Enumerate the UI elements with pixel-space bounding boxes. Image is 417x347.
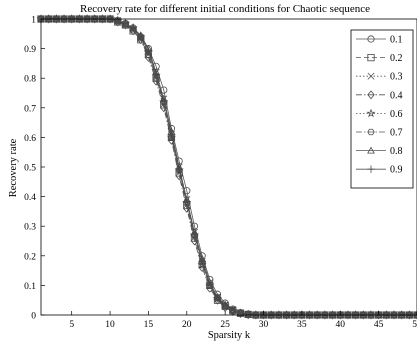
x-tick-label: 30 bbox=[259, 320, 269, 330]
x-axis-label: Sparsity k bbox=[208, 330, 251, 341]
x-tick-label: 10 bbox=[105, 320, 115, 330]
data-point bbox=[175, 171, 183, 181]
x-tick-label: 20 bbox=[182, 320, 192, 330]
data-point bbox=[160, 98, 168, 106]
legend-marker bbox=[366, 108, 376, 118]
y-tick-label: 1 bbox=[31, 16, 36, 26]
data-point bbox=[167, 130, 176, 139]
y-tick-label: 0.9 bbox=[24, 45, 36, 55]
legend-marker bbox=[367, 128, 375, 136]
data-point bbox=[183, 204, 191, 213]
y-axis-label: Recovery rate bbox=[8, 138, 19, 197]
x-axis: 5 10 15 20 25 30 35 40 45 5 bbox=[69, 311, 417, 330]
legend-label: 0.9 bbox=[390, 165, 403, 176]
y-tick-label: 0.7 bbox=[24, 104, 36, 114]
y-tick-label: 0.8 bbox=[24, 75, 36, 85]
y-tick-label: 0.3 bbox=[24, 223, 36, 233]
y-tick-label: 0.2 bbox=[24, 252, 36, 262]
y-tick-label: 0.4 bbox=[24, 193, 36, 203]
data-point bbox=[121, 19, 130, 28]
data-point bbox=[244, 310, 252, 319]
data-point bbox=[236, 309, 245, 317]
data-point bbox=[221, 302, 229, 310]
legend-marker bbox=[367, 146, 375, 154]
data-point bbox=[160, 86, 168, 94]
y-axis: 0 0.1 0.2 0.3 0.4 0.5 0.6 0.7 0.8 0.9 1 bbox=[24, 16, 45, 322]
legend-label: 0.7 bbox=[390, 128, 403, 139]
y-tick-label: 0.1 bbox=[24, 282, 36, 292]
data-point bbox=[121, 21, 130, 29]
legend-marker bbox=[367, 90, 375, 100]
chart-title: Recovery rate for different initial cond… bbox=[80, 3, 370, 15]
x-tick-label: 35 bbox=[297, 320, 307, 330]
data-point bbox=[206, 281, 214, 290]
legend-box bbox=[350, 29, 414, 189]
data-point bbox=[213, 295, 222, 303]
data-point bbox=[114, 16, 122, 25]
legend-marker bbox=[367, 165, 375, 173]
legend-marker bbox=[367, 72, 375, 80]
legend-label: 0.3 bbox=[390, 72, 403, 83]
x-tick-label: 40 bbox=[336, 320, 346, 330]
legend-marker bbox=[367, 54, 375, 62]
legend-label: 0.2 bbox=[390, 53, 403, 64]
y-tick-label: 0 bbox=[31, 312, 36, 322]
data-point bbox=[129, 26, 137, 33]
x-tick-label: 5 bbox=[69, 320, 74, 330]
x-tick-label: 15 bbox=[144, 320, 154, 330]
data-point bbox=[198, 258, 206, 266]
y-tick-label: 0.6 bbox=[24, 134, 36, 144]
y-tick-label: 0.5 bbox=[24, 164, 36, 174]
data-point bbox=[152, 71, 160, 79]
data-point bbox=[137, 33, 145, 41]
data-point bbox=[175, 166, 183, 174]
legend-marker bbox=[367, 35, 375, 43]
legend: 0.1 0.2 0.3 0.4 0.6 0.7 0.8 0.9 bbox=[350, 29, 414, 189]
legend-label: 0.4 bbox=[390, 90, 403, 101]
x-tick-label: 25 bbox=[220, 320, 230, 330]
data-point bbox=[160, 103, 168, 113]
legend-label: 0.6 bbox=[390, 109, 403, 120]
legend-label: 0.1 bbox=[390, 35, 403, 46]
legend-label: 0.8 bbox=[390, 146, 403, 157]
x-tick-label: 45 bbox=[374, 320, 384, 330]
data-point bbox=[190, 231, 199, 239]
data-point bbox=[144, 47, 153, 56]
data-point bbox=[129, 24, 137, 32]
data-point bbox=[183, 187, 191, 195]
data-point bbox=[183, 198, 191, 207]
x-tick-label: 5 bbox=[412, 320, 417, 330]
data-point bbox=[190, 236, 199, 246]
data-point bbox=[229, 306, 237, 315]
